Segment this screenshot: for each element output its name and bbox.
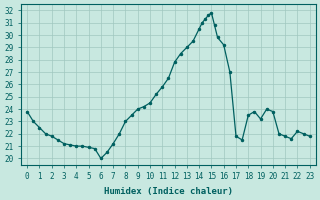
X-axis label: Humidex (Indice chaleur): Humidex (Indice chaleur) — [104, 187, 233, 196]
